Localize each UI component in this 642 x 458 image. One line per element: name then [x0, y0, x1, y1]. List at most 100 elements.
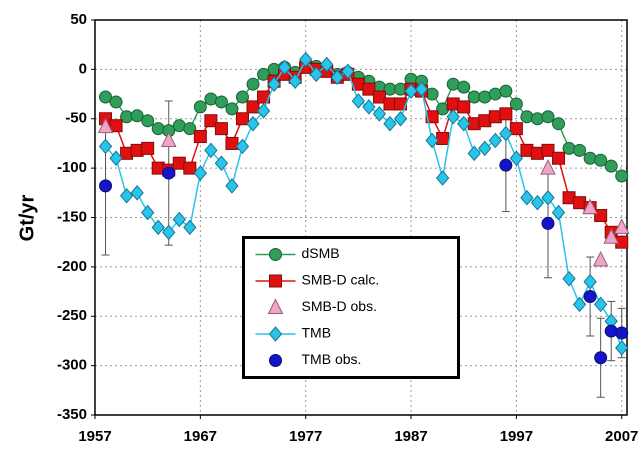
marker: [320, 56, 334, 73]
marker: [604, 324, 618, 338]
marker: [488, 132, 502, 149]
x-tick-label: 1987: [394, 428, 427, 445]
marker: [246, 77, 260, 91]
marker: [109, 150, 123, 167]
y-tick-label: 50: [70, 11, 87, 28]
marker: [425, 132, 439, 149]
marker: [404, 83, 418, 99]
marker: [109, 95, 123, 109]
marker: [393, 110, 408, 127]
marker: [615, 326, 629, 340]
legend-label: SMB-D obs.: [302, 298, 377, 314]
marker: [268, 326, 283, 342]
marker: [425, 110, 439, 124]
marker: [204, 114, 218, 128]
marker: [119, 188, 134, 204]
marker: [562, 270, 576, 287]
x-tick-label: 1967: [184, 428, 217, 445]
y-tick-label: 0: [79, 60, 87, 77]
marker: [594, 296, 608, 313]
marker: [520, 110, 534, 124]
marker: [499, 107, 513, 121]
marker: [572, 296, 587, 313]
marker: [594, 209, 608, 223]
marker: [583, 290, 597, 303]
marker: [509, 150, 524, 167]
marker: [341, 63, 355, 80]
marker: [109, 119, 123, 133]
marker: [183, 161, 197, 175]
marker: [603, 228, 620, 244]
marker: [130, 109, 144, 123]
marker: [141, 204, 155, 221]
marker: [225, 178, 239, 194]
marker: [330, 69, 344, 86]
y-tick-label: -250: [57, 307, 87, 324]
marker: [269, 354, 282, 367]
marker: [172, 211, 186, 228]
marker: [509, 122, 523, 136]
y-tick-label: -350: [57, 406, 87, 423]
marker: [613, 218, 630, 234]
marker: [130, 185, 144, 201]
marker: [183, 122, 197, 136]
marker: [362, 99, 376, 115]
y-tick-label: -100: [57, 159, 87, 176]
marker: [235, 138, 250, 155]
marker: [457, 100, 471, 114]
marker: [594, 153, 608, 167]
marker: [269, 248, 282, 261]
marker: [246, 100, 260, 114]
legend-label: TMB: [302, 325, 332, 341]
marker: [269, 274, 282, 288]
marker: [288, 73, 302, 89]
marker: [583, 151, 597, 165]
marker: [214, 122, 228, 136]
marker: [615, 340, 629, 356]
marker: [604, 159, 618, 173]
marker: [193, 130, 207, 144]
marker: [162, 166, 176, 180]
marker: [541, 216, 555, 230]
marker: [204, 142, 218, 159]
marker: [372, 106, 387, 122]
legend: dSMB SMB-D calc. SMB-D obs. TMB TMB obs.: [242, 236, 460, 379]
y-tick-label: -150: [57, 208, 87, 225]
marker: [99, 90, 113, 104]
marker: [540, 159, 556, 175]
marker: [183, 219, 197, 236]
marker: [551, 204, 566, 221]
marker: [160, 131, 177, 147]
marker: [446, 109, 460, 125]
marker: [457, 80, 471, 94]
marker: [457, 115, 471, 132]
marker: [499, 84, 513, 98]
y-tick-label: -50: [65, 110, 87, 127]
marker: [151, 219, 165, 236]
plot-frame: [94, 19, 628, 416]
marker: [299, 51, 313, 68]
marker: [235, 112, 249, 126]
marker: [499, 125, 513, 142]
marker: [592, 250, 609, 267]
y-tick-label: -200: [57, 258, 87, 275]
y-axis-label: Gt/yr: [16, 194, 38, 241]
marker: [214, 95, 228, 109]
marker: [256, 103, 271, 119]
marker: [383, 115, 397, 132]
marker: [151, 122, 165, 136]
marker: [530, 112, 544, 126]
marker: [277, 59, 292, 76]
marker: [225, 136, 239, 150]
marker: [362, 82, 376, 96]
marker: [267, 298, 284, 314]
marker: [509, 97, 523, 111]
marker: [436, 132, 450, 145]
marker: [193, 100, 207, 114]
marker: [235, 90, 249, 104]
legend-label: TMB obs.: [302, 351, 362, 367]
marker: [467, 145, 481, 162]
marker: [582, 198, 598, 215]
marker: [141, 114, 155, 128]
marker: [499, 158, 513, 172]
